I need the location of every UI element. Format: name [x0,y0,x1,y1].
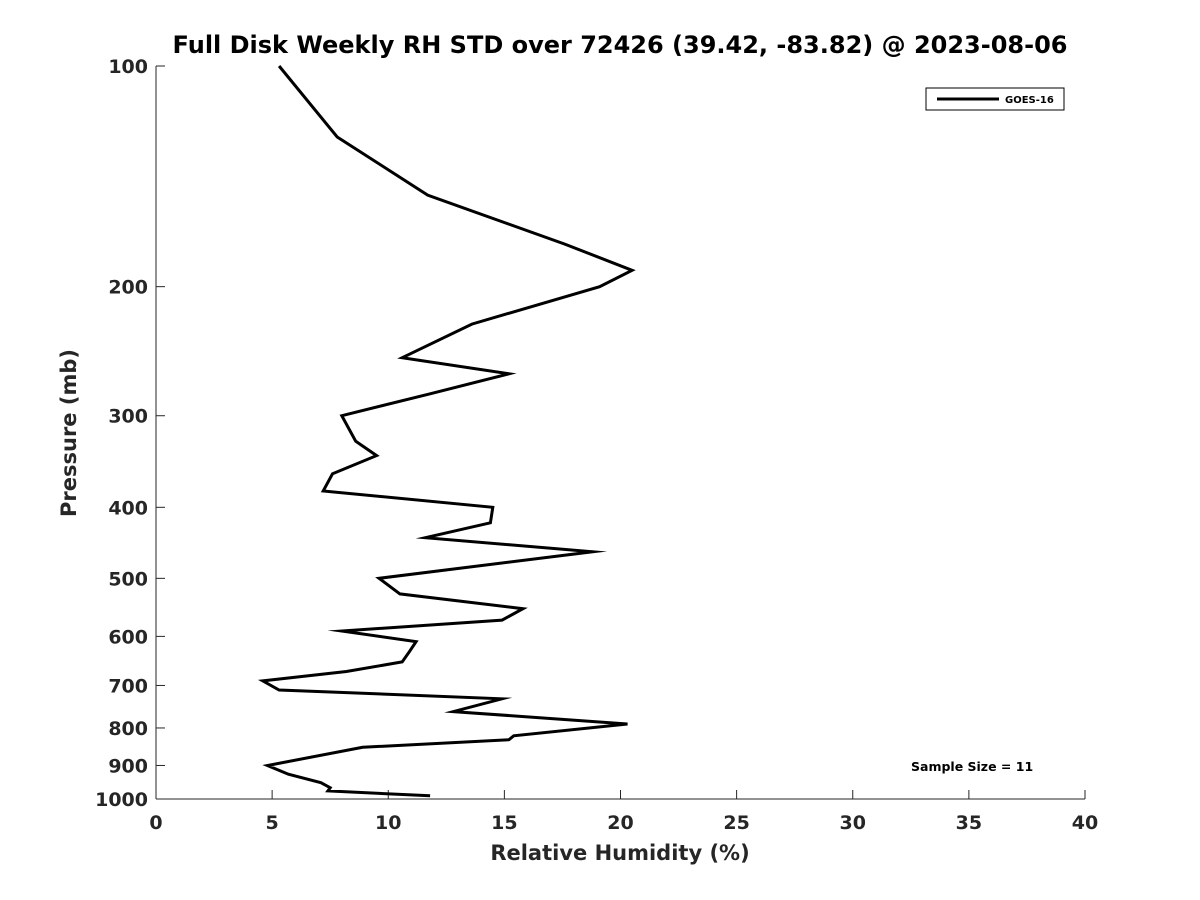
y-tick-label: 700 [108,675,148,697]
chart-title: Full Disk Weekly RH STD over 72426 (39.4… [173,31,1068,59]
x-tick-label: 20 [607,812,633,834]
x-tick-label: 35 [956,812,982,834]
y-axis-label: Pressure (mb) [57,349,81,517]
y-tick-label: 800 [108,718,148,740]
y-tick-label: 900 [108,755,148,777]
y-tick-label: 1000 [95,789,148,811]
x-tick-label: 5 [266,812,279,834]
y-tick-label: 500 [108,568,148,590]
x-axis-label: Relative Humidity (%) [490,841,749,865]
axes [155,66,1085,800]
series-layer [257,65,636,798]
x-tick-label: 15 [491,812,517,834]
sample-size-annotation: Sample Size = 11 [911,759,1033,774]
y-tick-label: 600 [108,626,148,648]
y-ticks: 100 200 300 400 500 600 700 800 900 1000 [95,56,165,811]
legend: GOES-16 [925,87,1065,111]
series-line-goes-16 [257,65,636,798]
x-tick-label: 25 [723,812,749,834]
legend-label-goes-16: GOES-16 [1005,95,1054,106]
x-tick-label: 30 [840,812,866,834]
y-tick-label: 300 [108,406,148,428]
x-tick-label: 0 [149,812,162,834]
y-tick-label: 400 [108,497,148,519]
x-tick-label: 40 [1072,812,1098,834]
y-tick-label: 100 [108,56,148,78]
y-tick-label: 200 [108,277,148,299]
x-ticks: 0 5 10 15 20 25 30 35 40 [149,790,1098,834]
x-tick-label: 10 [375,812,401,834]
